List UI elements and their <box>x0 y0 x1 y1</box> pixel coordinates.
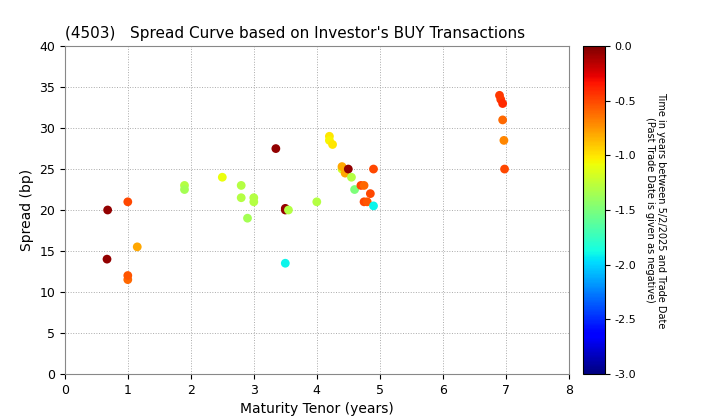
Point <box>361 198 373 205</box>
Point <box>364 190 376 197</box>
Point <box>497 100 508 107</box>
Point <box>494 92 505 99</box>
Text: (4503)   Spread Curve based on Investor's BUY Transactions: (4503) Spread Curve based on Investor's … <box>65 26 525 41</box>
Point <box>179 186 190 193</box>
Point <box>270 145 282 152</box>
Point <box>122 272 134 279</box>
Point <box>283 207 294 213</box>
Point <box>343 165 354 172</box>
Point <box>355 182 366 189</box>
Point <box>348 186 360 193</box>
Point <box>217 174 228 181</box>
Point <box>359 182 370 189</box>
Point <box>102 207 114 213</box>
Point <box>179 182 190 189</box>
Point <box>122 198 134 205</box>
Point <box>279 260 291 267</box>
Y-axis label: Time in years between 5/2/2025 and Trade Date
(Past Trade Date is given as negat: Time in years between 5/2/2025 and Trade… <box>644 92 666 328</box>
Point <box>339 170 351 176</box>
Y-axis label: Spread (bp): Spread (bp) <box>19 169 34 251</box>
Point <box>122 276 134 283</box>
Point <box>279 205 291 212</box>
Point <box>242 215 253 222</box>
Point <box>499 165 510 172</box>
Point <box>497 116 508 123</box>
Point <box>235 194 247 201</box>
Point <box>368 165 379 172</box>
Point <box>495 96 506 103</box>
Point <box>323 137 335 144</box>
Point <box>102 256 113 262</box>
Point <box>346 174 357 181</box>
Point <box>279 207 291 213</box>
Point <box>311 198 323 205</box>
X-axis label: Maturity Tenor (years): Maturity Tenor (years) <box>240 402 394 416</box>
Point <box>336 163 348 170</box>
Point <box>248 194 259 201</box>
Point <box>368 202 379 209</box>
Point <box>336 165 348 172</box>
Point <box>235 182 247 189</box>
Point <box>132 244 143 250</box>
Point <box>327 141 338 148</box>
Point <box>248 198 259 205</box>
Point <box>359 198 370 205</box>
Point <box>498 137 510 144</box>
Point <box>323 133 335 139</box>
